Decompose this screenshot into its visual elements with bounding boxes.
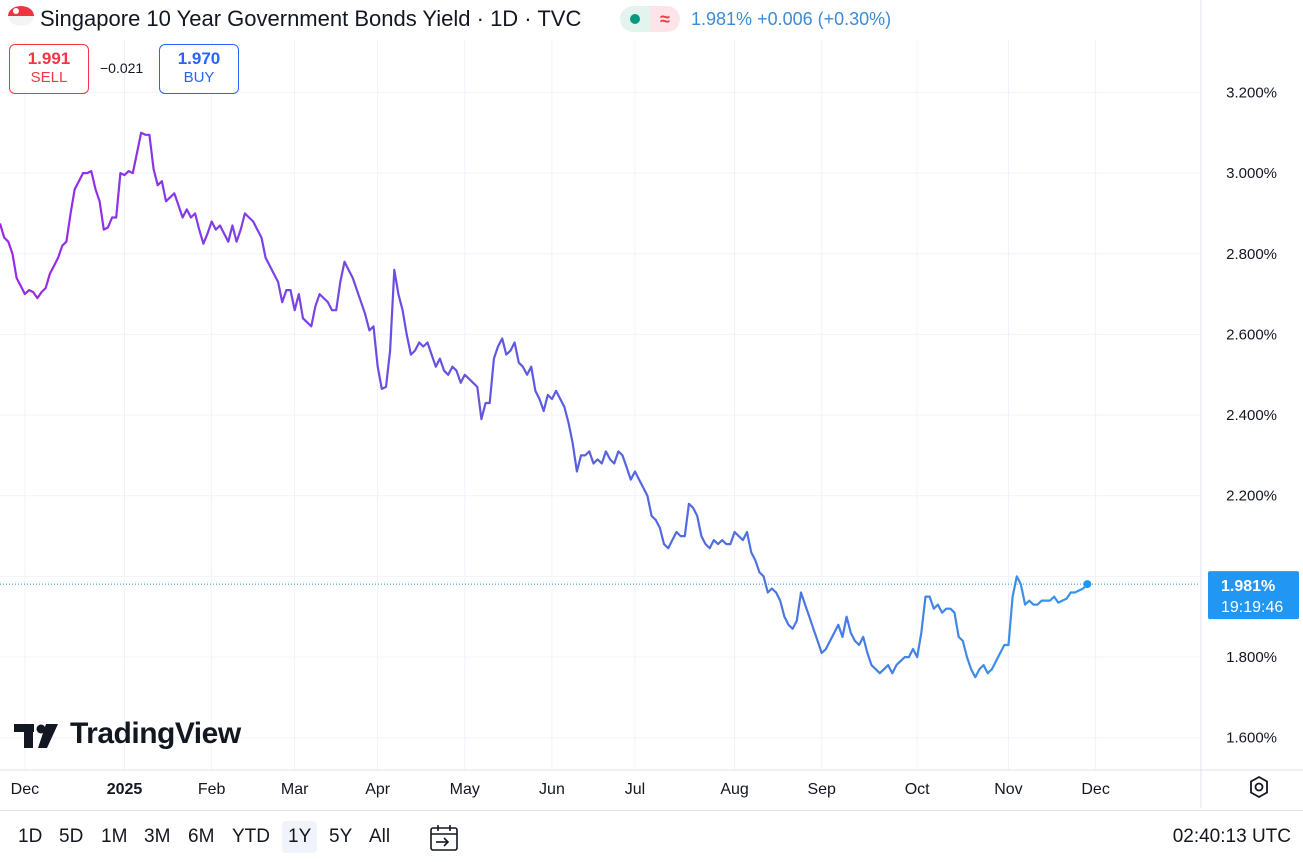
sell-price: 1.991 — [27, 49, 71, 68]
buy-price: 1.970 — [177, 49, 221, 68]
timeframe-3m[interactable]: 3M — [144, 826, 171, 847]
y-tick-label: 1.800% — [1226, 649, 1277, 666]
tradingview-logo-icon[interactable] — [14, 718, 62, 754]
x-tick-label: Dec — [11, 781, 39, 798]
y-tick-label: 2.400% — [1226, 407, 1277, 424]
y-tick-label: 2.600% — [1226, 326, 1277, 343]
approx-wave-icon: ≈ — [660, 9, 670, 29]
x-tick-label: Jul — [625, 781, 645, 798]
x-tick-label: Feb — [198, 781, 226, 798]
bottom-toolbar: 1D 5D 1M 3M 6M YTD 1Y 5Y All 02:40:13 UT… — [0, 810, 1303, 862]
last-price-dot — [1083, 580, 1092, 589]
market-status-pill[interactable]: ≈ — [620, 6, 680, 32]
x-tick-label: 2025 — [107, 781, 143, 798]
y-tick-label: 1.600% — [1226, 730, 1277, 747]
spread-value: −0.021 — [100, 60, 144, 76]
y-tick-label: 2.200% — [1226, 488, 1277, 505]
utc-clock[interactable]: 02:40:13 UTC — [1172, 826, 1291, 847]
bar-countdown: 19:19:46 — [1221, 599, 1283, 616]
x-tick-label: Jun — [539, 781, 565, 798]
last-price-layer: 1.981% 19:19:46 — [0, 571, 1299, 620]
x-tick-label: Dec — [1081, 781, 1109, 798]
symbol-title[interactable]: Singapore 10 Year Government Bonds Yield… — [40, 6, 582, 31]
last-price-label: 1.981% — [1221, 578, 1275, 595]
y-tick-label: 2.800% — [1226, 246, 1277, 263]
x-tick-label: Apr — [365, 781, 391, 798]
series-layer — [0, 131, 1089, 679]
x-tick-label: Aug — [720, 781, 748, 798]
series-line[interactable] — [0, 131, 1089, 679]
x-tick-label: Oct — [905, 781, 930, 798]
sell-button[interactable]: 1.991 SELL — [9, 44, 89, 94]
last-price: 1.981% — [691, 9, 753, 29]
calendar-range-icon[interactable] — [428, 823, 460, 853]
y-tick-label: 3.200% — [1226, 84, 1277, 101]
x-tick-label: May — [450, 781, 480, 798]
tradingview-logo-text[interactable]: TradingView — [70, 717, 241, 750]
buy-button[interactable]: 1.970 BUY — [159, 44, 239, 94]
market-open-dot-icon — [630, 14, 640, 24]
chart-grid — [0, 40, 1200, 770]
timeframe-5d[interactable]: 5D — [59, 826, 84, 847]
x-tick-label: Sep — [807, 781, 836, 798]
timeframe-5y[interactable]: 5Y — [329, 826, 353, 847]
quote-line: 1.981% +0.006 (+0.30%) — [691, 8, 891, 30]
axis-settings-icon[interactable] — [1246, 774, 1272, 800]
chart-header: Singapore 10 Year Government Bonds Yield… — [0, 0, 1303, 40]
time-axis[interactable]: Dec 2025 Feb Mar Apr May Jun Jul Aug Sep Oct Nov Dec — [0, 769, 1303, 798]
x-tick-label: Mar — [281, 781, 309, 798]
timeframe-all[interactable]: All — [369, 826, 391, 847]
price-change: +0.006 (+0.30%) — [757, 9, 892, 29]
singapore-flag-icon — [8, 6, 34, 26]
sell-label: SELL — [30, 69, 68, 86]
buy-label: BUY — [183, 69, 215, 86]
y-tick-label: 3.000% — [1226, 165, 1277, 182]
timeframe-1m[interactable]: 1M — [101, 826, 128, 847]
timeframe-ytd[interactable]: YTD — [232, 826, 270, 847]
price-axis[interactable]: 3.200%3.000%2.800%2.600%2.400%2.200%2.00… — [1200, 0, 1277, 808]
timeframe-1y[interactable]: 1Y — [282, 821, 318, 853]
x-tick-label: Nov — [994, 781, 1022, 798]
timeframe-1d[interactable]: 1D — [18, 826, 43, 847]
timeframe-6m[interactable]: 6M — [188, 826, 215, 847]
last-price-label-box[interactable] — [1208, 571, 1299, 620]
